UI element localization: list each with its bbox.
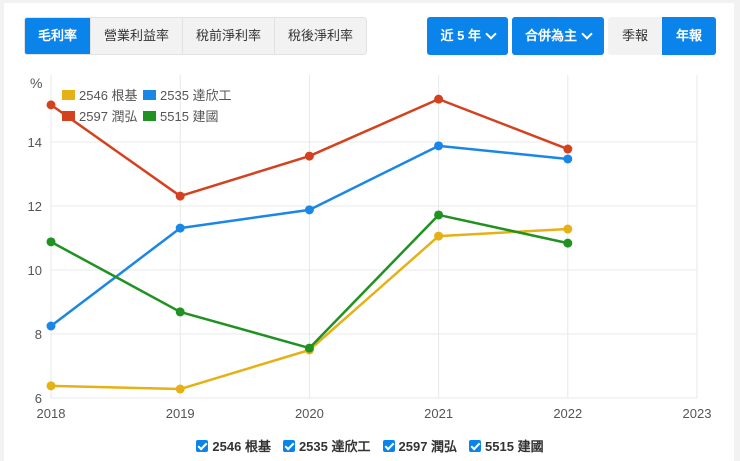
report-type-toggle: 季報 年報 xyxy=(607,17,716,55)
data-point[interactable] xyxy=(563,154,573,164)
x-tick-label: 2022 xyxy=(553,406,582,421)
legend-swatch xyxy=(62,90,75,100)
y-tick-label: 8 xyxy=(35,327,42,342)
tab-net-margin[interactable]: 稅後淨利率 xyxy=(275,18,367,54)
data-point[interactable] xyxy=(563,238,573,248)
legend-swatch xyxy=(62,111,75,121)
chart-axes: 6 8 10 12 14 2018 2019 2020 2021 2022 2023% xyxy=(28,75,712,421)
data-point[interactable] xyxy=(434,210,444,220)
checkbox-icon[interactable] xyxy=(196,439,209,452)
data-point[interactable] xyxy=(434,231,444,241)
series-toggle-label: 2546 根基 xyxy=(212,439,271,454)
annual-button[interactable]: 年報 xyxy=(661,17,716,55)
data-point[interactable] xyxy=(175,191,185,201)
data-point[interactable] xyxy=(46,321,56,331)
legend-label: 2535 達欣工 xyxy=(160,88,232,103)
x-tick-label: 2019 xyxy=(166,406,195,421)
legend-label: 2597 潤弘 xyxy=(79,109,138,124)
metric-tabs: 毛利率 營業利益率 稅前淨利率 稅後淨利率 xyxy=(24,17,368,55)
data-point[interactable] xyxy=(563,144,573,154)
chart-legend: 2546 根基 2535 達欣工 2597 潤弘 5515 建國 xyxy=(62,88,232,124)
series-toggle-2597[interactable]: 2597 潤弘 xyxy=(382,436,458,455)
checkbox-icon[interactable] xyxy=(469,439,482,452)
data-point[interactable] xyxy=(46,100,56,110)
series-toggle-legend: 2546 根基 2535 達欣工 2597 潤弘 5515 建國 xyxy=(0,436,740,455)
data-point[interactable] xyxy=(175,307,185,317)
series-toggle-2546[interactable]: 2546 根基 xyxy=(196,436,271,455)
data-point[interactable] xyxy=(304,151,314,161)
y-tick-label: 10 xyxy=(28,263,42,278)
data-point[interactable] xyxy=(46,381,56,391)
series-toggle-label: 5515 建國 xyxy=(485,439,544,454)
data-point[interactable] xyxy=(563,224,573,234)
data-point[interactable] xyxy=(434,94,444,104)
data-point[interactable] xyxy=(304,205,314,215)
period-dropdown-label: 近 5 年 xyxy=(440,28,481,43)
y-tick-label: 6 xyxy=(35,391,42,406)
checkbox-icon[interactable] xyxy=(382,439,395,452)
checkbox-icon[interactable] xyxy=(282,439,295,452)
data-point[interactable] xyxy=(175,384,185,394)
x-tick-label: 2020 xyxy=(295,406,324,421)
legend-label: 5515 建國 xyxy=(160,109,219,124)
tab-gross-margin[interactable]: 毛利率 xyxy=(25,18,92,54)
consolidation-dropdown-label: 合併為主 xyxy=(524,28,577,43)
series-toggle-5515[interactable]: 5515 建國 xyxy=(469,436,544,455)
series-toggle-label: 2535 達欣工 xyxy=(298,439,371,454)
chart-controls: 近 5 年 合併為主 季報 年報 xyxy=(427,17,716,55)
tab-pretax-margin[interactable]: 稅前淨利率 xyxy=(183,18,276,54)
data-point[interactable] xyxy=(434,141,444,151)
x-tick-label: 2023 xyxy=(683,406,712,421)
series-toggle-label: 2597 潤弘 xyxy=(398,439,458,454)
x-tick-label: 2021 xyxy=(424,406,453,421)
data-point[interactable] xyxy=(46,237,56,247)
chart-grid xyxy=(50,75,698,399)
legend-swatch xyxy=(143,111,156,121)
legend-label: 2546 根基 xyxy=(79,88,138,103)
chart-series xyxy=(46,94,573,394)
data-point[interactable] xyxy=(304,343,314,353)
data-point[interactable] xyxy=(175,223,185,233)
legend-swatch xyxy=(143,90,156,100)
chart-card xyxy=(4,3,734,461)
series-toggle-2535[interactable]: 2535 達欣工 xyxy=(282,436,371,455)
x-tick-label: 2018 xyxy=(37,406,66,421)
y-axis-label: % xyxy=(30,75,42,91)
tab-operating-margin[interactable]: 營業利益率 xyxy=(91,18,184,54)
quarterly-button[interactable]: 季報 xyxy=(607,17,662,55)
consolidation-dropdown[interactable]: 合併為主 xyxy=(511,17,604,55)
y-tick-label: 12 xyxy=(28,199,42,214)
period-dropdown[interactable]: 近 5 年 xyxy=(427,17,508,55)
y-tick-label: 14 xyxy=(28,135,42,150)
